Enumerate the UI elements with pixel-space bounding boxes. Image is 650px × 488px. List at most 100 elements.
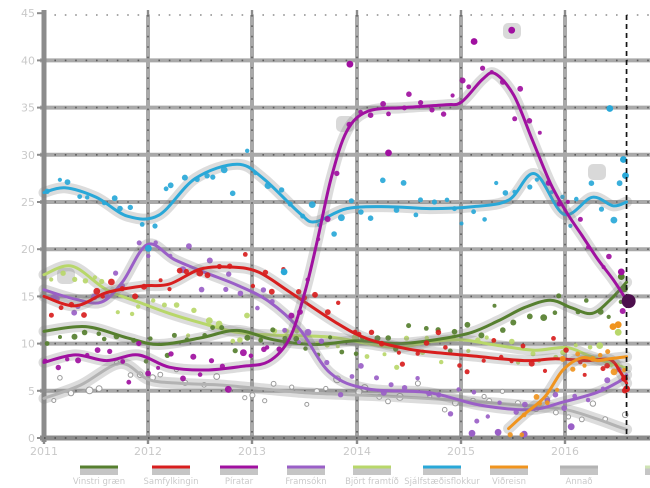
poll-point	[145, 370, 152, 377]
poll-point	[113, 270, 119, 276]
poll-point-outlier	[145, 244, 152, 252]
poll-point	[237, 290, 244, 297]
poll-point	[519, 432, 525, 438]
poll-point	[406, 91, 412, 97]
poll-point	[289, 384, 295, 390]
poll-point-outlier	[280, 268, 288, 276]
poll-point	[551, 336, 556, 341]
poll-point	[459, 77, 466, 84]
poll-point	[388, 382, 394, 388]
poll-point	[406, 323, 412, 329]
poll-point	[48, 312, 54, 318]
poll-point	[81, 329, 88, 336]
y-axis-label: 0	[28, 432, 35, 445]
poll-point	[443, 345, 448, 350]
poll-point	[622, 368, 627, 373]
poll-point	[600, 366, 606, 372]
poll-point	[44, 341, 50, 346]
poll-point	[444, 197, 450, 203]
poll-point	[304, 401, 310, 407]
legend-ci-swatch	[287, 466, 325, 475]
poll-point	[250, 283, 256, 289]
poll-point	[331, 231, 337, 237]
poll-point	[146, 253, 151, 259]
poll-point	[471, 209, 476, 215]
poll-point	[512, 116, 518, 122]
poll-point	[553, 409, 559, 416]
poll-point	[255, 305, 260, 311]
poll-point	[71, 333, 78, 340]
poll-point	[296, 289, 302, 295]
poll-point	[180, 375, 186, 382]
poll-point	[440, 111, 447, 117]
poll-point	[143, 359, 149, 364]
poll-point	[220, 166, 228, 174]
scatter-sda	[48, 252, 630, 394]
legend-item-2: Píratar	[220, 465, 258, 487]
trend-line-independence	[42, 162, 629, 224]
poll-point	[492, 303, 497, 308]
poll-point	[520, 343, 526, 349]
poll-point	[394, 364, 400, 370]
y-axis-label: 20	[21, 243, 35, 256]
poll-point	[126, 379, 132, 385]
poll-point	[198, 286, 205, 293]
poll-point	[115, 310, 120, 315]
poll-point	[588, 180, 595, 186]
legend-partial-swatch-box	[645, 466, 650, 475]
trend-line-vidreisn	[507, 355, 629, 431]
poll-point	[167, 287, 172, 292]
poll-point	[482, 217, 487, 222]
poll-point	[190, 353, 197, 360]
poll-point-outlier	[606, 105, 614, 112]
poll-point	[323, 385, 329, 392]
poll-point	[58, 305, 64, 311]
poll-point	[429, 107, 435, 113]
poll-point	[464, 369, 470, 375]
poll-point	[163, 186, 169, 192]
poll-point	[431, 199, 437, 205]
poll-point	[552, 391, 559, 398]
scatter-leftgreen	[44, 273, 628, 364]
poll-point	[385, 335, 392, 341]
trend-line-sda	[42, 265, 629, 385]
poll-point	[208, 358, 215, 364]
poll-point	[312, 291, 318, 298]
poll-point	[260, 287, 267, 293]
poll-point	[58, 335, 62, 339]
poll-point	[597, 352, 603, 358]
poll-point	[480, 65, 486, 71]
poll-point	[249, 392, 256, 399]
poll-point	[148, 336, 153, 341]
poll-point	[423, 340, 430, 346]
poll-point	[334, 170, 340, 177]
poll-point	[353, 351, 359, 357]
poll-point	[288, 312, 295, 319]
poll-point	[158, 278, 163, 283]
poll-point	[65, 357, 70, 362]
poll-point	[186, 333, 191, 338]
poll-point	[136, 340, 142, 347]
poll-point	[385, 398, 391, 405]
poll-point	[619, 308, 626, 314]
y-axis-label: 40	[21, 54, 35, 67]
poll-point	[485, 414, 490, 419]
poll-point	[176, 267, 183, 274]
y-axis-label: 10	[21, 338, 35, 351]
poll-point	[223, 286, 229, 292]
poll-point	[447, 348, 453, 354]
poll-point	[441, 406, 448, 413]
poll-point-outlier	[614, 328, 622, 336]
poll-point	[582, 372, 587, 377]
poll-point	[573, 343, 578, 348]
poll-point-outlier	[620, 156, 627, 163]
poll-point	[604, 377, 611, 384]
poll-point	[264, 345, 270, 350]
poll-point	[610, 368, 618, 376]
poll-point	[139, 222, 145, 227]
poll-point	[374, 375, 379, 381]
poll-point	[107, 348, 113, 354]
poll-point	[270, 327, 276, 333]
poll-point	[117, 205, 123, 212]
poll-point	[129, 311, 135, 317]
